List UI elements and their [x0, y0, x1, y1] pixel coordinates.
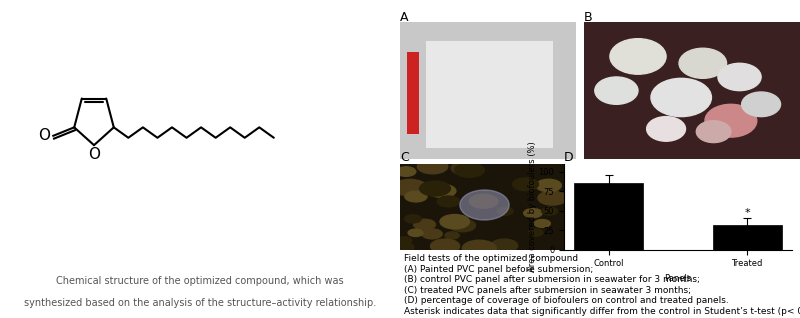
- Circle shape: [462, 240, 496, 257]
- X-axis label: Panels: Panels: [664, 274, 692, 283]
- Circle shape: [538, 191, 567, 205]
- Circle shape: [651, 78, 711, 117]
- Circle shape: [451, 161, 481, 175]
- Circle shape: [524, 209, 542, 218]
- Text: Field tests of the optimized compound: Field tests of the optimized compound: [404, 254, 578, 263]
- Text: (C) treated PVC panels after submersion in seawater 3 months;: (C) treated PVC panels after submersion …: [404, 286, 691, 295]
- Circle shape: [422, 229, 442, 239]
- Circle shape: [679, 48, 726, 78]
- Circle shape: [430, 239, 460, 253]
- Text: A: A: [400, 11, 409, 24]
- Text: O: O: [38, 128, 50, 143]
- Ellipse shape: [460, 190, 509, 220]
- Circle shape: [420, 181, 450, 196]
- Circle shape: [396, 167, 416, 176]
- Circle shape: [397, 237, 412, 244]
- Circle shape: [536, 179, 562, 192]
- Text: Asterisk indicates data that significantly differ from the control in Student’s : Asterisk indicates data that significant…: [404, 307, 800, 316]
- Circle shape: [542, 207, 558, 215]
- Text: *: *: [744, 208, 750, 218]
- Text: (A) Painted PVC panel before submersion;: (A) Painted PVC panel before submersion;: [404, 265, 594, 274]
- Circle shape: [429, 184, 456, 197]
- Circle shape: [405, 215, 422, 223]
- Circle shape: [470, 194, 498, 208]
- Bar: [713, 225, 782, 250]
- Circle shape: [529, 229, 543, 236]
- Circle shape: [450, 219, 475, 232]
- Circle shape: [534, 219, 550, 227]
- Text: synthesized based on the analysis of the structure–activity relationship.: synthesized based on the analysis of the…: [24, 298, 376, 308]
- Circle shape: [438, 196, 459, 207]
- Circle shape: [497, 207, 513, 215]
- Circle shape: [418, 159, 448, 174]
- Text: B: B: [584, 11, 593, 24]
- Circle shape: [414, 219, 435, 230]
- Circle shape: [455, 163, 484, 177]
- Text: Chemical structure of the optimized compound, which was: Chemical structure of the optimized comp…: [56, 276, 344, 286]
- Circle shape: [389, 241, 414, 254]
- Circle shape: [594, 77, 638, 104]
- Bar: [426, 41, 553, 148]
- Text: (D) percentage of coverage of biofoulers on control and treated panels.: (D) percentage of coverage of biofoulers…: [404, 296, 729, 305]
- Text: C: C: [400, 151, 409, 163]
- Circle shape: [440, 215, 470, 229]
- Circle shape: [491, 239, 518, 252]
- Circle shape: [393, 179, 427, 196]
- Text: O: O: [88, 147, 100, 162]
- Circle shape: [718, 63, 761, 91]
- Circle shape: [408, 229, 423, 237]
- Bar: [574, 183, 643, 250]
- Circle shape: [742, 92, 781, 117]
- Circle shape: [646, 117, 686, 141]
- Bar: [407, 52, 419, 135]
- Circle shape: [705, 104, 757, 137]
- Circle shape: [445, 232, 459, 239]
- Circle shape: [696, 121, 731, 142]
- Text: (B) control PVC panel after submersion in seawater for 3 months;: (B) control PVC panel after submersion i…: [404, 275, 700, 284]
- Circle shape: [610, 39, 666, 74]
- Circle shape: [513, 178, 538, 190]
- Circle shape: [405, 191, 427, 202]
- Y-axis label: Area covered by biofoulers (%): Area covered by biofoulers (%): [528, 141, 537, 272]
- Text: D: D: [564, 151, 574, 163]
